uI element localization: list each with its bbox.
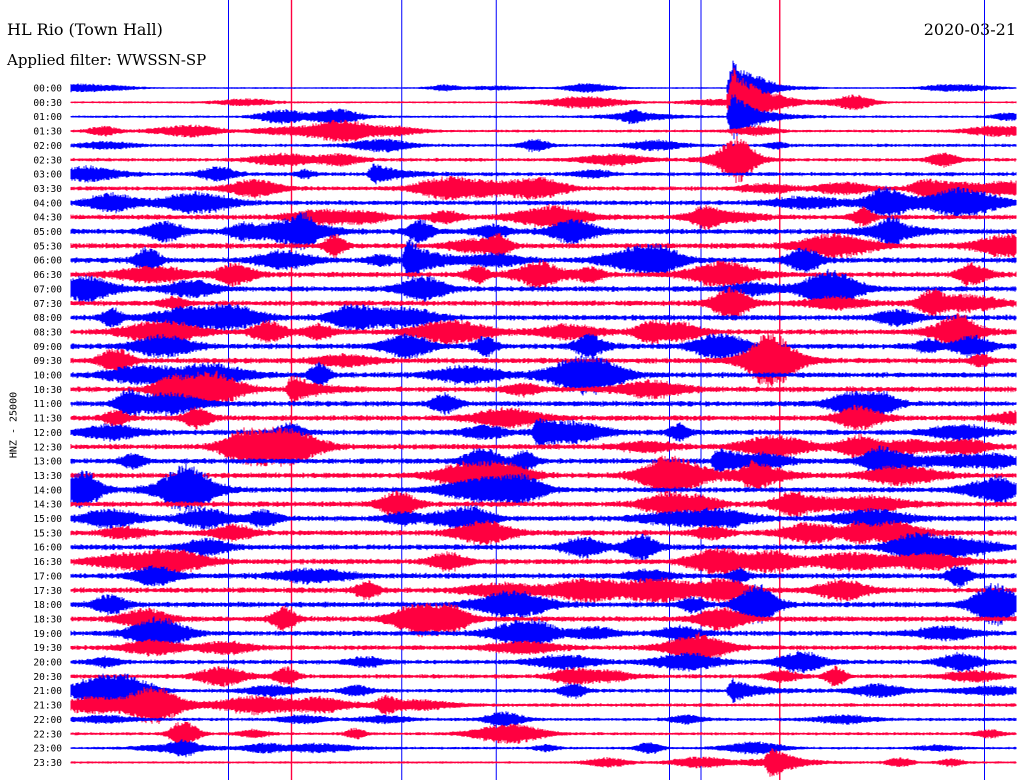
- time-label-1000: 10:00: [33, 371, 62, 382]
- trace-0530: [70, 232, 1017, 260]
- trace-0500: [70, 212, 1017, 251]
- time-label-2230: 22:30: [33, 729, 62, 740]
- time-label-2000: 20:00: [33, 658, 62, 669]
- time-label-0900: 09:00: [33, 342, 62, 353]
- time-label-1700: 17:00: [33, 571, 62, 582]
- time-label-1500: 15:00: [33, 514, 62, 525]
- trace-1930: [70, 632, 1017, 662]
- time-label-0730: 07:30: [33, 299, 62, 310]
- trace-0030: [70, 67, 1017, 136]
- trace-1800: [70, 583, 1017, 627]
- trace-0330: [70, 176, 1017, 201]
- time-label-0100: 01:00: [33, 112, 62, 123]
- trace-0100: [70, 94, 1017, 140]
- time-label-2100: 21:00: [33, 686, 62, 697]
- trace-1300: [70, 445, 1017, 477]
- time-label-0400: 04:00: [33, 198, 62, 209]
- time-label-0330: 03:30: [33, 184, 62, 195]
- trace-0800: [70, 303, 1017, 333]
- trace-2000: [70, 650, 1017, 674]
- trace-0400: [70, 185, 1017, 219]
- time-label-0800: 08:00: [33, 313, 62, 324]
- time-label-1130: 11:30: [33, 414, 62, 425]
- seismic-traces: [70, 60, 1017, 777]
- trace-0230: [70, 136, 1017, 183]
- time-label-1530: 15:30: [33, 528, 62, 539]
- time-label-0230: 02:30: [33, 155, 62, 166]
- trace-1500: [70, 505, 1017, 532]
- trace-2200: [70, 711, 1017, 728]
- time-label-1200: 12:00: [33, 428, 62, 439]
- trace-1730: [70, 577, 1017, 604]
- time-labels: 00:00 00:30 01:00 01:30 02:00 02:30 03:00 03:30…: [33, 84, 62, 769]
- trace-0630: [70, 259, 1017, 290]
- trace-1400: [70, 463, 1017, 513]
- time-label-0530: 05:30: [33, 241, 62, 252]
- trace-1830: [70, 602, 1017, 638]
- trace-2130: [70, 686, 1017, 724]
- trace-2230: [70, 721, 1017, 747]
- date-label: 2020-03-21: [923, 20, 1016, 39]
- time-label-0000: 00:00: [33, 84, 62, 95]
- time-label-2200: 22:00: [33, 715, 62, 726]
- trace-2030: [70, 665, 1017, 688]
- time-label-1900: 19:00: [33, 629, 62, 640]
- trace-0700: [70, 268, 1017, 307]
- trace-0300: [70, 163, 1017, 185]
- time-label-1330: 13:30: [33, 471, 62, 482]
- trace-1130: [70, 404, 1017, 431]
- trace-0200: [70, 138, 1017, 153]
- time-label-0830: 08:30: [33, 327, 62, 338]
- time-label-0700: 07:00: [33, 284, 62, 295]
- trace-0730: [70, 286, 1017, 321]
- time-label-0430: 04:30: [33, 213, 62, 224]
- time-label-2130: 21:30: [33, 701, 62, 712]
- time-label-0300: 03:00: [33, 170, 62, 181]
- time-label-2330: 23:30: [33, 758, 62, 769]
- trace-0130: [70, 119, 1017, 143]
- time-label-2300: 23:00: [33, 744, 62, 755]
- trace-1030: [70, 370, 1017, 408]
- trace-1700: [70, 565, 1017, 589]
- time-label-0030: 00:30: [33, 98, 62, 109]
- time-label-0630: 06:30: [33, 270, 62, 281]
- trace-1430: [70, 490, 1017, 519]
- trace-0900: [70, 333, 1017, 360]
- time-label-1930: 19:30: [33, 643, 62, 654]
- time-label-1100: 11:00: [33, 399, 62, 410]
- trace-2100: [70, 673, 1017, 709]
- trace-1900: [70, 616, 1017, 650]
- station-title: HL Rio (Town Hall): [7, 20, 163, 39]
- time-label-1600: 16:00: [33, 543, 62, 554]
- time-label-1830: 18:30: [33, 614, 62, 625]
- trace-1230: [70, 426, 1017, 467]
- time-label-0930: 09:30: [33, 356, 62, 367]
- trace-0000: [70, 60, 1017, 113]
- trace-0430: [70, 203, 1017, 231]
- time-label-0130: 01:30: [33, 127, 62, 138]
- trace-0600: [70, 239, 1017, 280]
- trace-1630: [70, 547, 1017, 576]
- trace-2330: [70, 748, 1017, 777]
- time-label-2030: 20:30: [33, 672, 62, 683]
- time-label-0500: 05:00: [33, 227, 62, 238]
- time-label-1430: 14:30: [33, 500, 62, 511]
- time-label-0200: 02:00: [33, 141, 62, 152]
- time-label-1300: 13:00: [33, 457, 62, 468]
- time-label-1730: 17:30: [33, 586, 62, 597]
- filter-label: Applied filter: WWSSN-SP: [7, 51, 207, 69]
- time-label-0600: 06:00: [33, 256, 62, 267]
- trace-1530: [70, 519, 1017, 545]
- time-label-1400: 14:00: [33, 485, 62, 496]
- time-label-1800: 18:00: [33, 600, 62, 611]
- trace-0830: [70, 312, 1017, 352]
- time-label-1630: 16:30: [33, 557, 62, 568]
- trace-2300: [70, 739, 1017, 758]
- time-label-1030: 10:30: [33, 385, 62, 396]
- time-label-1230: 12:30: [33, 442, 62, 453]
- trace-1600: [70, 531, 1017, 564]
- trace-1100: [70, 388, 1017, 418]
